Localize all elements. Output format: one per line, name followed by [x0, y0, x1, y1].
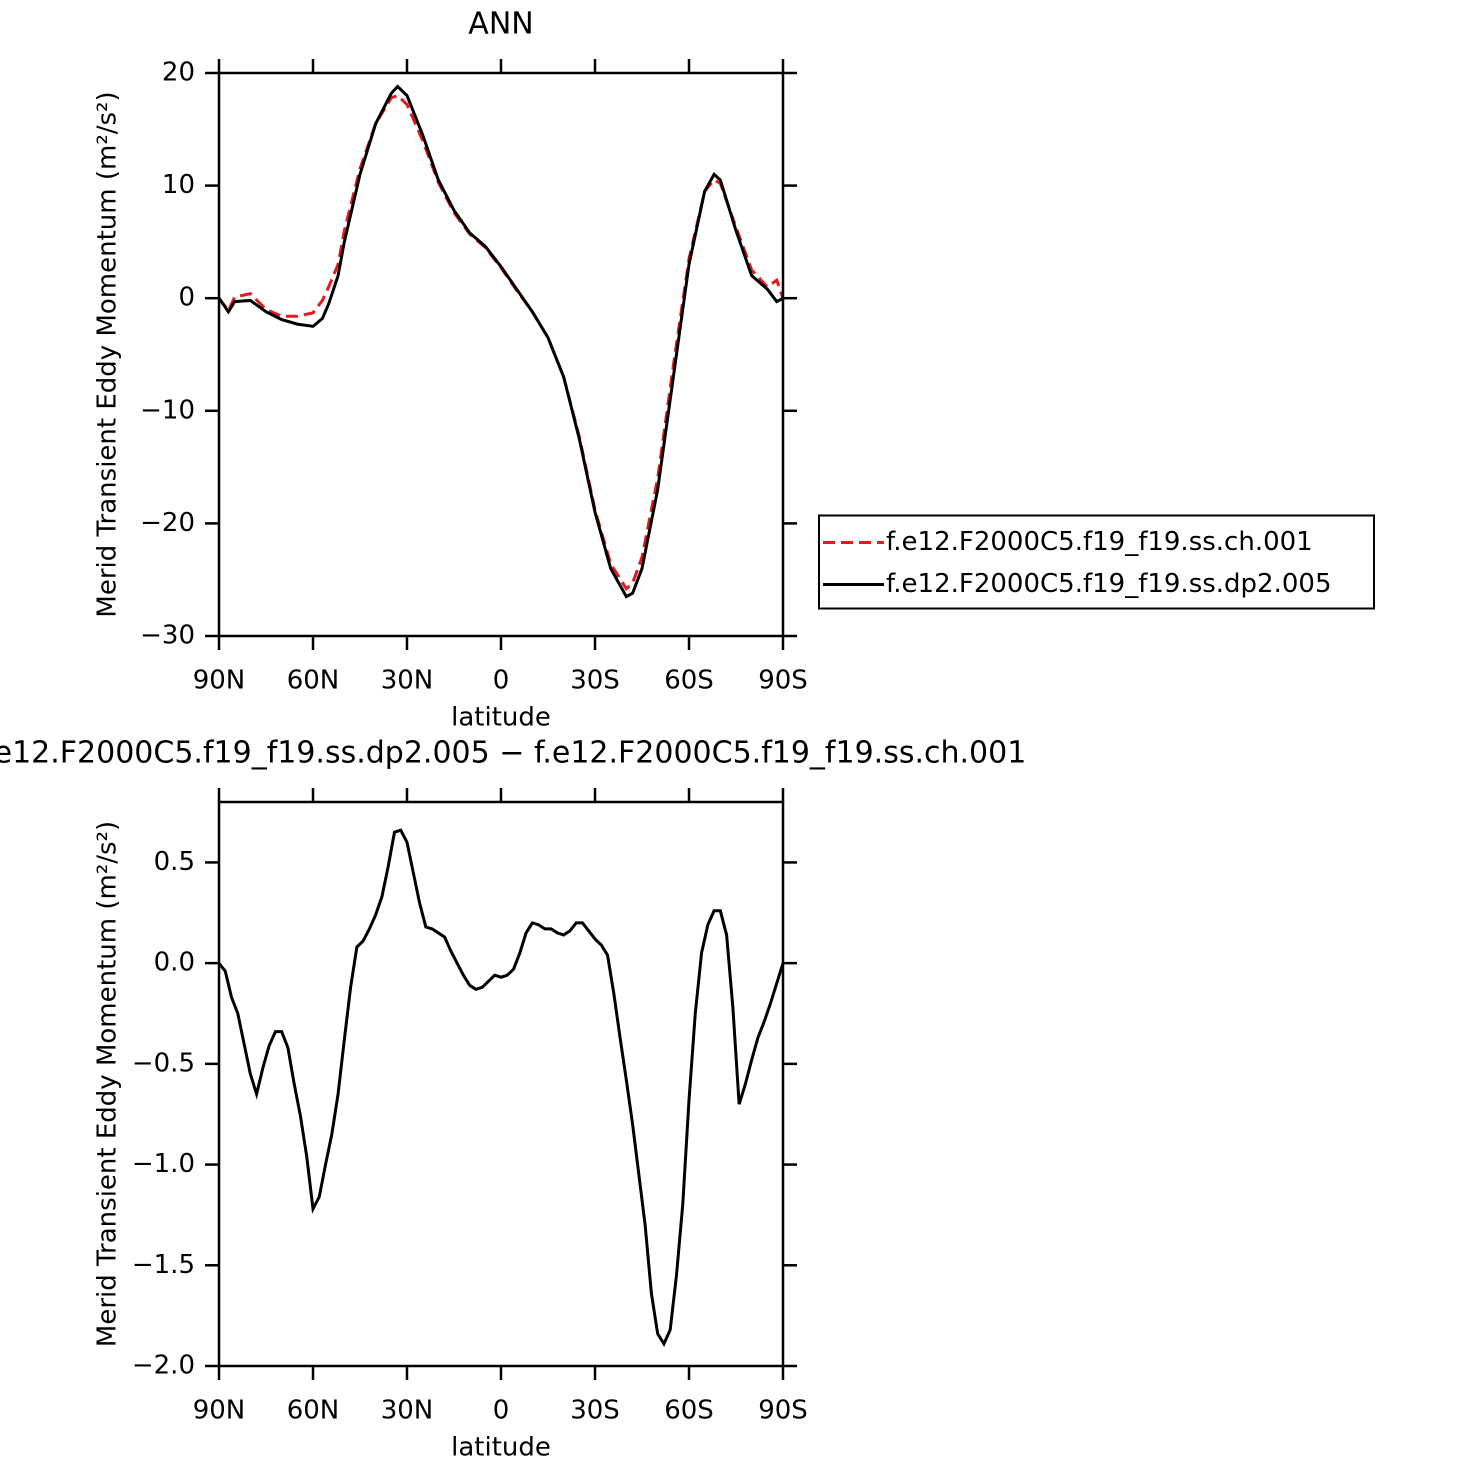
x-tick-label: 30S	[570, 666, 620, 696]
data-line	[217, 84, 784, 599]
x-tick-label: 90N	[193, 666, 246, 696]
plot-frame	[217, 800, 785, 1368]
chart-title: ANN	[468, 7, 533, 42]
y-tick-label: −1.5	[132, 1250, 195, 1280]
x-tick-label: 60N	[287, 666, 340, 696]
x-tick-label: 60S	[664, 666, 714, 696]
y-tick-label: −2.0	[132, 1351, 195, 1381]
legend-label: f.e12.F2000C5.f19_f19.ss.dp2.005	[886, 569, 1332, 599]
y-tick-label: 0.5	[154, 847, 195, 877]
y-tick-label: −20	[140, 508, 195, 538]
x-tick-label: 60S	[664, 1396, 714, 1426]
y-tick-label: 20	[162, 58, 195, 88]
x-tick-label: 30N	[381, 666, 434, 696]
x-axis-label: latitude	[451, 1433, 551, 1463]
legend-label: f.e12.F2000C5.f19_f19.ss.ch.001	[886, 527, 1313, 557]
x-tick-label: 30S	[570, 1396, 620, 1426]
chart-title: f.e12.F2000C5.f19_f19.ss.dp2.005 − f.e12…	[0, 736, 1026, 771]
y-axis-label: Merid Transient Eddy Momentum (m²/s²)	[93, 91, 123, 617]
x-axis-label: latitude	[451, 703, 551, 733]
y-tick-label: 0	[178, 283, 195, 313]
x-tick-label: 60N	[287, 1396, 340, 1426]
y-tick-label: −30	[140, 621, 195, 651]
y-tick-label: −0.5	[132, 1048, 195, 1078]
y-axis-label: Merid Transient Eddy Momentum (m²/s²)	[93, 821, 123, 1347]
x-tick-label: 0	[493, 666, 510, 696]
y-tick-label: −10	[140, 395, 195, 425]
y-tick-label: 10	[162, 170, 195, 200]
x-tick-label: 90N	[193, 1396, 246, 1426]
x-tick-label: 90S	[758, 1396, 808, 1426]
y-tick-label: 0.0	[154, 948, 195, 978]
x-tick-label: 90S	[758, 666, 808, 696]
y-tick-label: −1.0	[132, 1149, 195, 1179]
data-line	[217, 828, 785, 1348]
x-tick-label: 0	[493, 1396, 510, 1426]
plot-frame	[217, 71, 785, 638]
legend-box	[818, 514, 1375, 610]
data-line	[217, 93, 785, 592]
x-tick-label: 30N	[381, 1396, 434, 1426]
